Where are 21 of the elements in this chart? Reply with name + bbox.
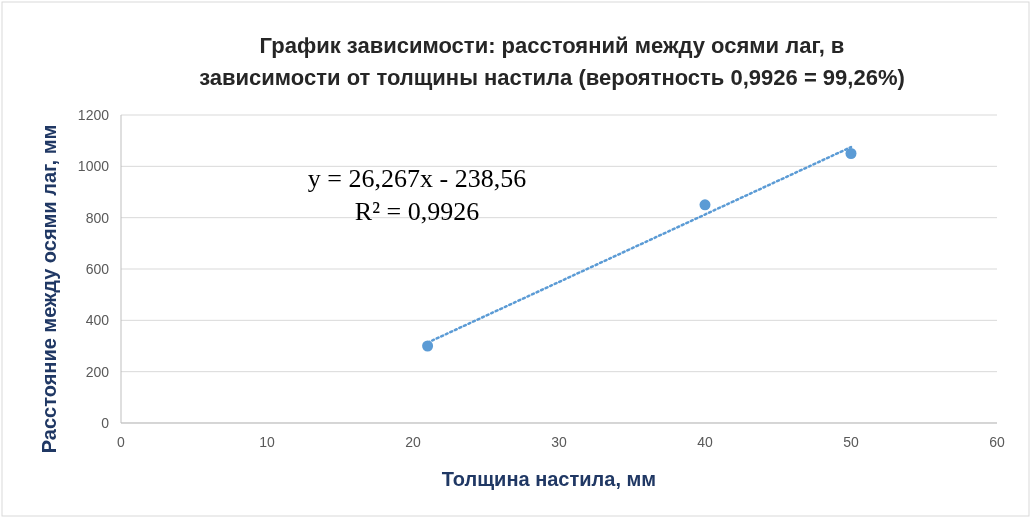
x-tick-label: 0 [117,434,126,450]
x-tick-label: 60 [989,434,1005,450]
y-axis-title: Расстояние между осями лаг, мм [38,124,60,454]
y-tick-label: 1000 [77,158,110,175]
x-tick-label: 30 [551,434,567,450]
y-tick-label: 1200 [77,107,110,123]
x-axis-title: Толщина настила, мм [441,468,657,490]
y-tick-label: 400 [85,312,110,329]
x-tick-label: 10 [259,434,275,450]
annotation: y = 26,267x - 238,56 [307,164,527,193]
point [845,148,857,159]
x-tick-label: 20 [405,434,421,450]
y-tick-label: 800 [85,209,110,226]
x-tick-label: 50 [843,434,859,450]
y-tick-label: 200 [85,363,110,380]
y-tick-label: 600 [85,261,110,277]
chart-title: График зависимости: расстояний между осями лаг, в зависимости от толщины настила (вероятность 0,9926 = 99,26%) [199,33,905,90]
point [699,199,711,211]
annotation: R² = 0,9926 [354,197,480,226]
y-tick-label: 0 [101,415,110,431]
x-tick-label: 40 [697,434,713,450]
